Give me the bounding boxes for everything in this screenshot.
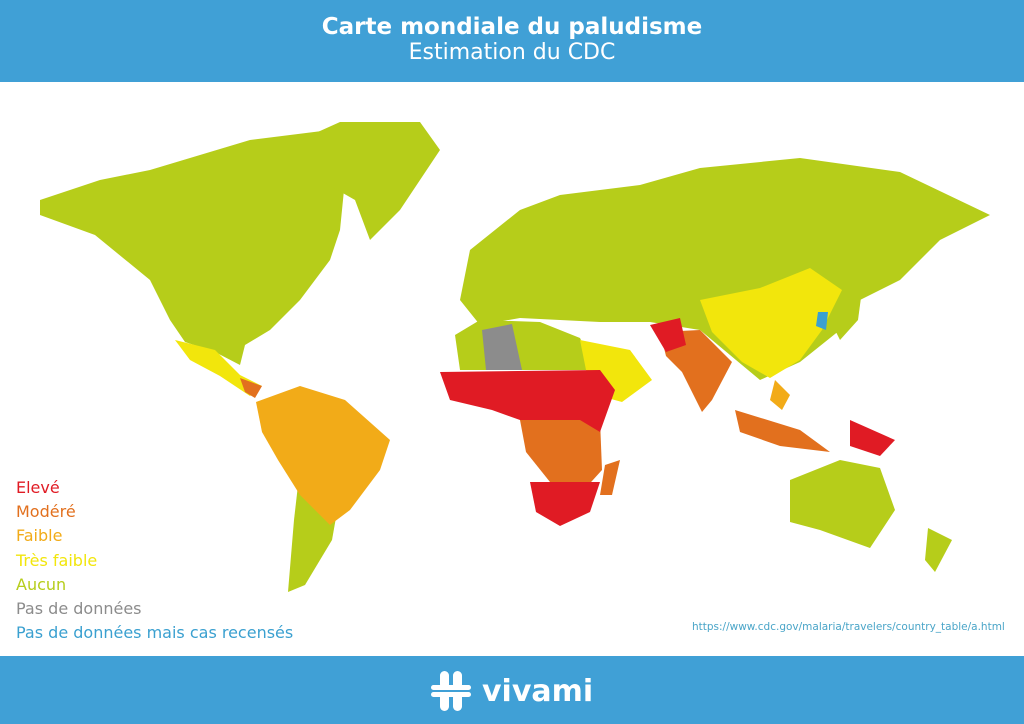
greenland xyxy=(300,122,440,240)
north-america xyxy=(40,130,345,365)
legend-high: Elevé xyxy=(16,478,60,497)
brand-name: vivami xyxy=(482,673,594,709)
page-title: Carte mondiale du paludisme xyxy=(321,14,703,40)
legend-low: Faible xyxy=(16,526,63,546)
legend-no-data-cases: Pas de données mais cas recensés xyxy=(16,623,294,643)
map-legend: Elevé Modéré Faible Très faible Aucun Pa… xyxy=(16,476,293,645)
australia xyxy=(790,460,895,548)
region-high xyxy=(440,318,895,526)
legend-none: Aucun xyxy=(16,574,67,594)
page-subtitle: Estimation du CDC xyxy=(408,40,616,65)
region-algeria-no-data xyxy=(482,324,522,370)
vivami-logo: vivami xyxy=(430,670,593,712)
legend-very-low: Très faible xyxy=(16,550,98,570)
new-zealand xyxy=(925,528,952,572)
region-low xyxy=(256,380,790,525)
header-banner: Carte mondiale du paludisme Estimation d… xyxy=(0,0,1024,82)
legend-no-data: Pas de données xyxy=(16,599,142,619)
legend-moderate: Modéré xyxy=(16,502,76,522)
japan xyxy=(835,290,862,340)
eurasia xyxy=(460,158,990,380)
region-korea-cases-reported xyxy=(816,312,828,330)
region-moderate xyxy=(240,330,830,495)
north-africa xyxy=(455,320,595,370)
vivami-clover-icon xyxy=(431,671,471,711)
source-link[interactable]: https://www.cdc.gov/malaria/travelers/co… xyxy=(692,621,1005,633)
footer-banner xyxy=(0,656,1024,724)
world-map xyxy=(40,122,990,592)
